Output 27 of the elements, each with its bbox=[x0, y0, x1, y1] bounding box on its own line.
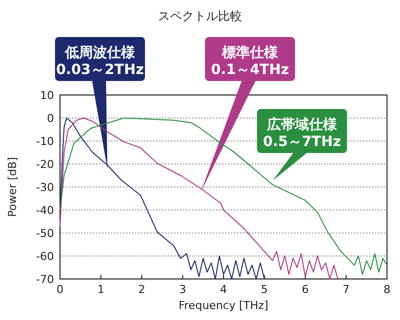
y-tick-label: -40 bbox=[36, 204, 54, 217]
y-tick-label: 0 bbox=[47, 112, 54, 125]
y-tick-label: -20 bbox=[36, 158, 54, 171]
y-tick-label: 10 bbox=[40, 89, 54, 102]
chart-title: スペクトル比較 bbox=[158, 9, 242, 23]
x-tick-label: 1 bbox=[97, 283, 104, 296]
callout: 低周波仕様 0.03～2THz bbox=[55, 37, 145, 170]
x-tick-label: 7 bbox=[342, 283, 350, 296]
x-tick-label: 4 bbox=[220, 283, 227, 296]
y-tick-label: -60 bbox=[36, 250, 54, 263]
x-tick-label: 5 bbox=[260, 283, 268, 296]
y-tick-label: -10 bbox=[36, 135, 54, 148]
callout: 広帯域仕様 0.5～7THz bbox=[257, 109, 347, 181]
x-tick-label: 3 bbox=[179, 283, 186, 296]
series-label: 広帯域仕様 0.5～7THz bbox=[263, 116, 341, 150]
y-tick-label: -30 bbox=[36, 181, 54, 194]
y-tick-label: -70 bbox=[36, 273, 54, 286]
y-tick-label: -50 bbox=[36, 227, 54, 240]
x-tick-label: 6 bbox=[302, 283, 309, 296]
y-axis-title: Power [dB] bbox=[6, 157, 19, 217]
x-tick-label: 8 bbox=[384, 283, 390, 296]
x-tick-label: 0 bbox=[56, 283, 64, 296]
text: 標準仕様 0.1～4THz bbox=[211, 45, 289, 78]
line-series bbox=[60, 118, 265, 280]
x-tick-label: 2 bbox=[138, 283, 146, 296]
line-series bbox=[60, 118, 388, 275]
x-axis-title: Frequency [THz] bbox=[178, 299, 268, 312]
